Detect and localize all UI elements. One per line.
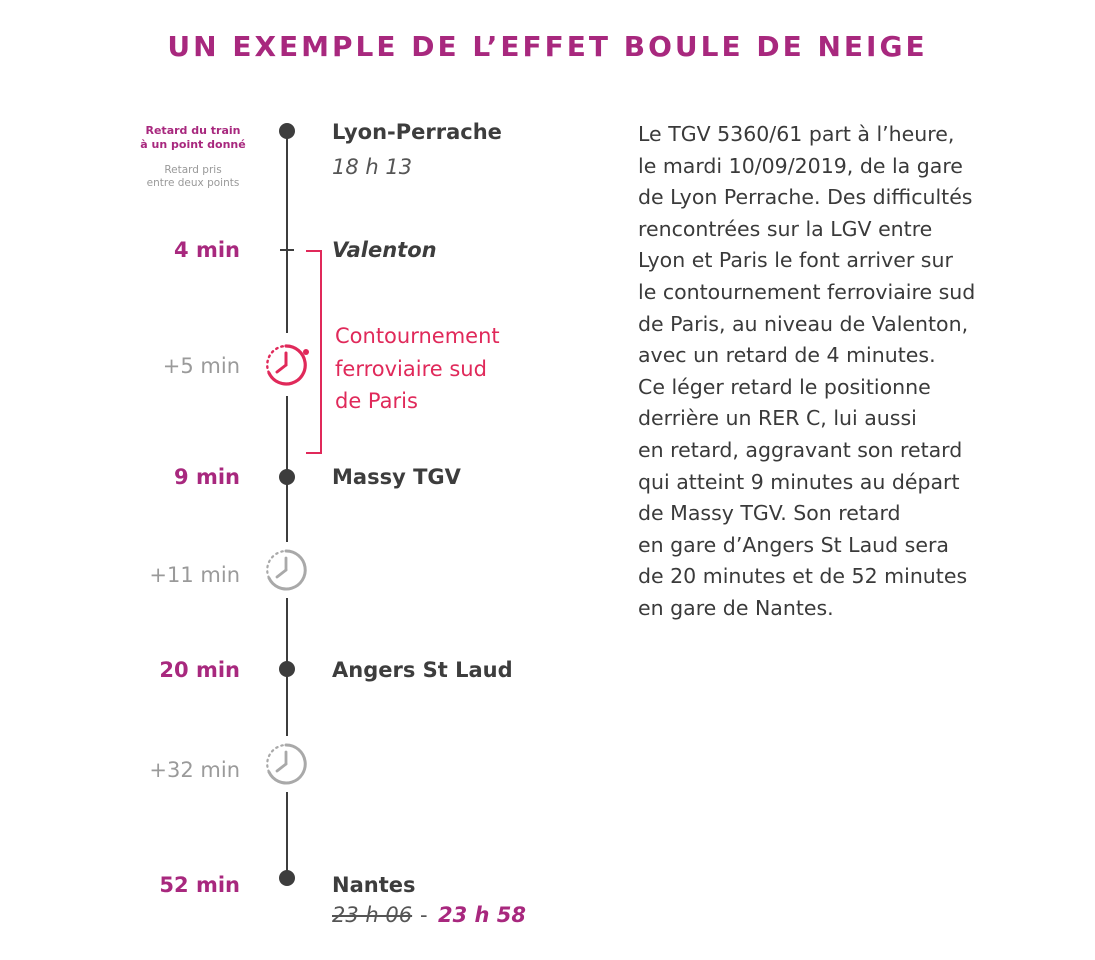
paragraph-line: qui atteint 9 minutes au départ <box>638 469 960 494</box>
station-valenton: Valenton <box>332 238 437 262</box>
stop-dot-nantes <box>279 870 295 886</box>
timeline-line <box>286 131 288 333</box>
paragraph-line: en retard, aggravant son retard <box>638 437 963 462</box>
stop-dot-massy <box>279 469 295 485</box>
delay-massy: 9 min <box>174 465 240 489</box>
paragraph-line: le mardi 10/09/2019, de la gare <box>638 153 963 178</box>
station-lyon-perrache: Lyon-Perrache <box>332 120 502 144</box>
legend-between-delay: Retard pris entre deux points <box>146 164 240 190</box>
explanation-paragraph: Le TGV 5360/61 part à l’heure, le mardi … <box>638 119 1058 625</box>
delay-segment-angers: +11 min <box>149 563 240 587</box>
paragraph-line: de Lyon Perrache. Des difficultés <box>638 185 973 210</box>
station-massy-tgv: Massy TGV <box>332 465 461 489</box>
bracket-contournement <box>306 250 322 454</box>
paragraph-line: le contournement ferroviaire sud <box>638 279 976 304</box>
paragraph-line: de Paris, au niveau de Valenton, <box>638 311 969 336</box>
departure-time: 18 h 13 <box>332 155 413 179</box>
paragraph-line: en gare d’Angers St Laud sera <box>638 532 949 557</box>
paragraph-line: Le TGV 5360/61 part à l’heure, <box>638 122 955 146</box>
delay-nantes: 52 min <box>159 873 240 897</box>
delay-angers: 20 min <box>159 658 240 682</box>
arrival-separator: - <box>420 903 428 927</box>
delay-segment-nantes: +32 min <box>149 758 240 782</box>
station-angers-st-laud: Angers St Laud <box>332 658 513 682</box>
paragraph-line: avec un retard de 4 minutes. <box>638 343 936 368</box>
clock-delay-icon <box>262 546 310 594</box>
paragraph-line: Ce léger retard le positionne <box>638 374 931 399</box>
delay-segment-paris: +5 min <box>162 354 240 378</box>
paragraph-line: en gare de Nantes. <box>638 595 834 620</box>
stop-tick-valenton <box>280 249 294 251</box>
station-nantes: Nantes <box>332 873 416 897</box>
paragraph-line: de 20 minutes et de 52 minutes <box>638 564 968 589</box>
paragraph-line: Lyon et Paris le font arriver sur <box>638 248 953 273</box>
page-title: UN EXEMPLE DE L’EFFET BOULE DE NEIGE <box>167 30 928 63</box>
clock-delay-icon <box>262 341 310 389</box>
stop-dot-lyon <box>279 123 295 139</box>
actual-arrival-time: 23 h 58 <box>438 903 527 927</box>
legend-point-delay: Retard du train à un point donné <box>140 124 246 151</box>
clock-delay-icon <box>262 740 310 788</box>
timeline-line <box>286 792 288 878</box>
delay-valenton: 4 min <box>174 238 240 262</box>
paragraph-line: rencontrées sur la LGV entre <box>638 216 933 241</box>
paragraph-line: derrière un RER C, lui aussi <box>638 406 917 431</box>
paragraph-line: de Massy TGV. Son retard <box>638 501 901 526</box>
segment-label-contournement: Contournement ferroviaire sud de Paris <box>335 324 500 414</box>
scheduled-arrival-time: 23 h 06 <box>332 903 413 927</box>
stop-dot-angers <box>279 661 295 677</box>
